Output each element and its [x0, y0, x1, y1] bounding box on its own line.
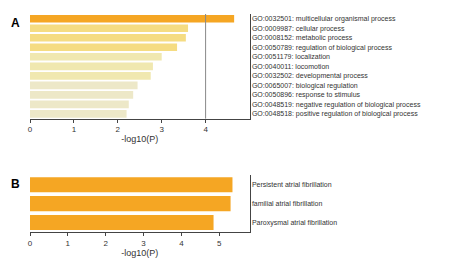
svg-text:Persistent atrial fibrillation: Persistent atrial fibrillation: [252, 181, 332, 188]
svg-text:3: 3: [159, 125, 164, 134]
svg-text:familial atrial fibrillation: familial atrial fibrillation: [252, 200, 323, 207]
svg-text:0: 0: [28, 239, 33, 248]
svg-text:GO:0048519: negative regulatio: GO:0048519: negative regulation of biolo…: [252, 101, 421, 109]
svg-text:GO:0050896: response to stimul: GO:0050896: response to stimulus: [252, 91, 361, 99]
svg-text:2: 2: [116, 125, 121, 134]
svg-text:0: 0: [28, 125, 33, 134]
svg-text:1: 1: [66, 239, 71, 248]
svg-text:GO:0032502: developmental proc: GO:0032502: developmental process: [252, 72, 368, 80]
svg-text:GO:0065007: biological regulat: GO:0065007: biological regulation: [252, 82, 358, 90]
svg-text:2: 2: [103, 239, 108, 248]
svg-text:GO:0009987: cellular process: GO:0009987: cellular process: [252, 25, 345, 33]
svg-text:A: A: [11, 16, 20, 30]
svg-text:-log10(P): -log10(P): [121, 134, 158, 144]
svg-text:GO:0050789: regulation of biol: GO:0050789: regulation of biological pro…: [252, 44, 393, 52]
svg-text:GO:0040011: locomotion: GO:0040011: locomotion: [252, 63, 329, 70]
svg-text:GO:0008152: metabolic process: GO:0008152: metabolic process: [252, 34, 353, 42]
svg-text:Paroxysmal atrial fibrillation: Paroxysmal atrial fibrillation: [252, 219, 337, 227]
svg-text:4: 4: [203, 125, 208, 134]
svg-text:5: 5: [217, 239, 222, 248]
svg-text:GO:0051179: localization: GO:0051179: localization: [252, 53, 330, 60]
svg-text:3: 3: [141, 239, 146, 248]
svg-text:-log10(P): -log10(P): [121, 248, 158, 258]
svg-text:4: 4: [179, 239, 184, 248]
svg-text:1: 1: [72, 125, 77, 134]
svg-text:B: B: [11, 177, 20, 191]
svg-text:GO:0032501: multicellular orga: GO:0032501: multicellular organismal pro…: [252, 15, 396, 23]
svg-text:GO:0048518: positive regulatio: GO:0048518: positive regulation of biolo…: [252, 110, 418, 118]
